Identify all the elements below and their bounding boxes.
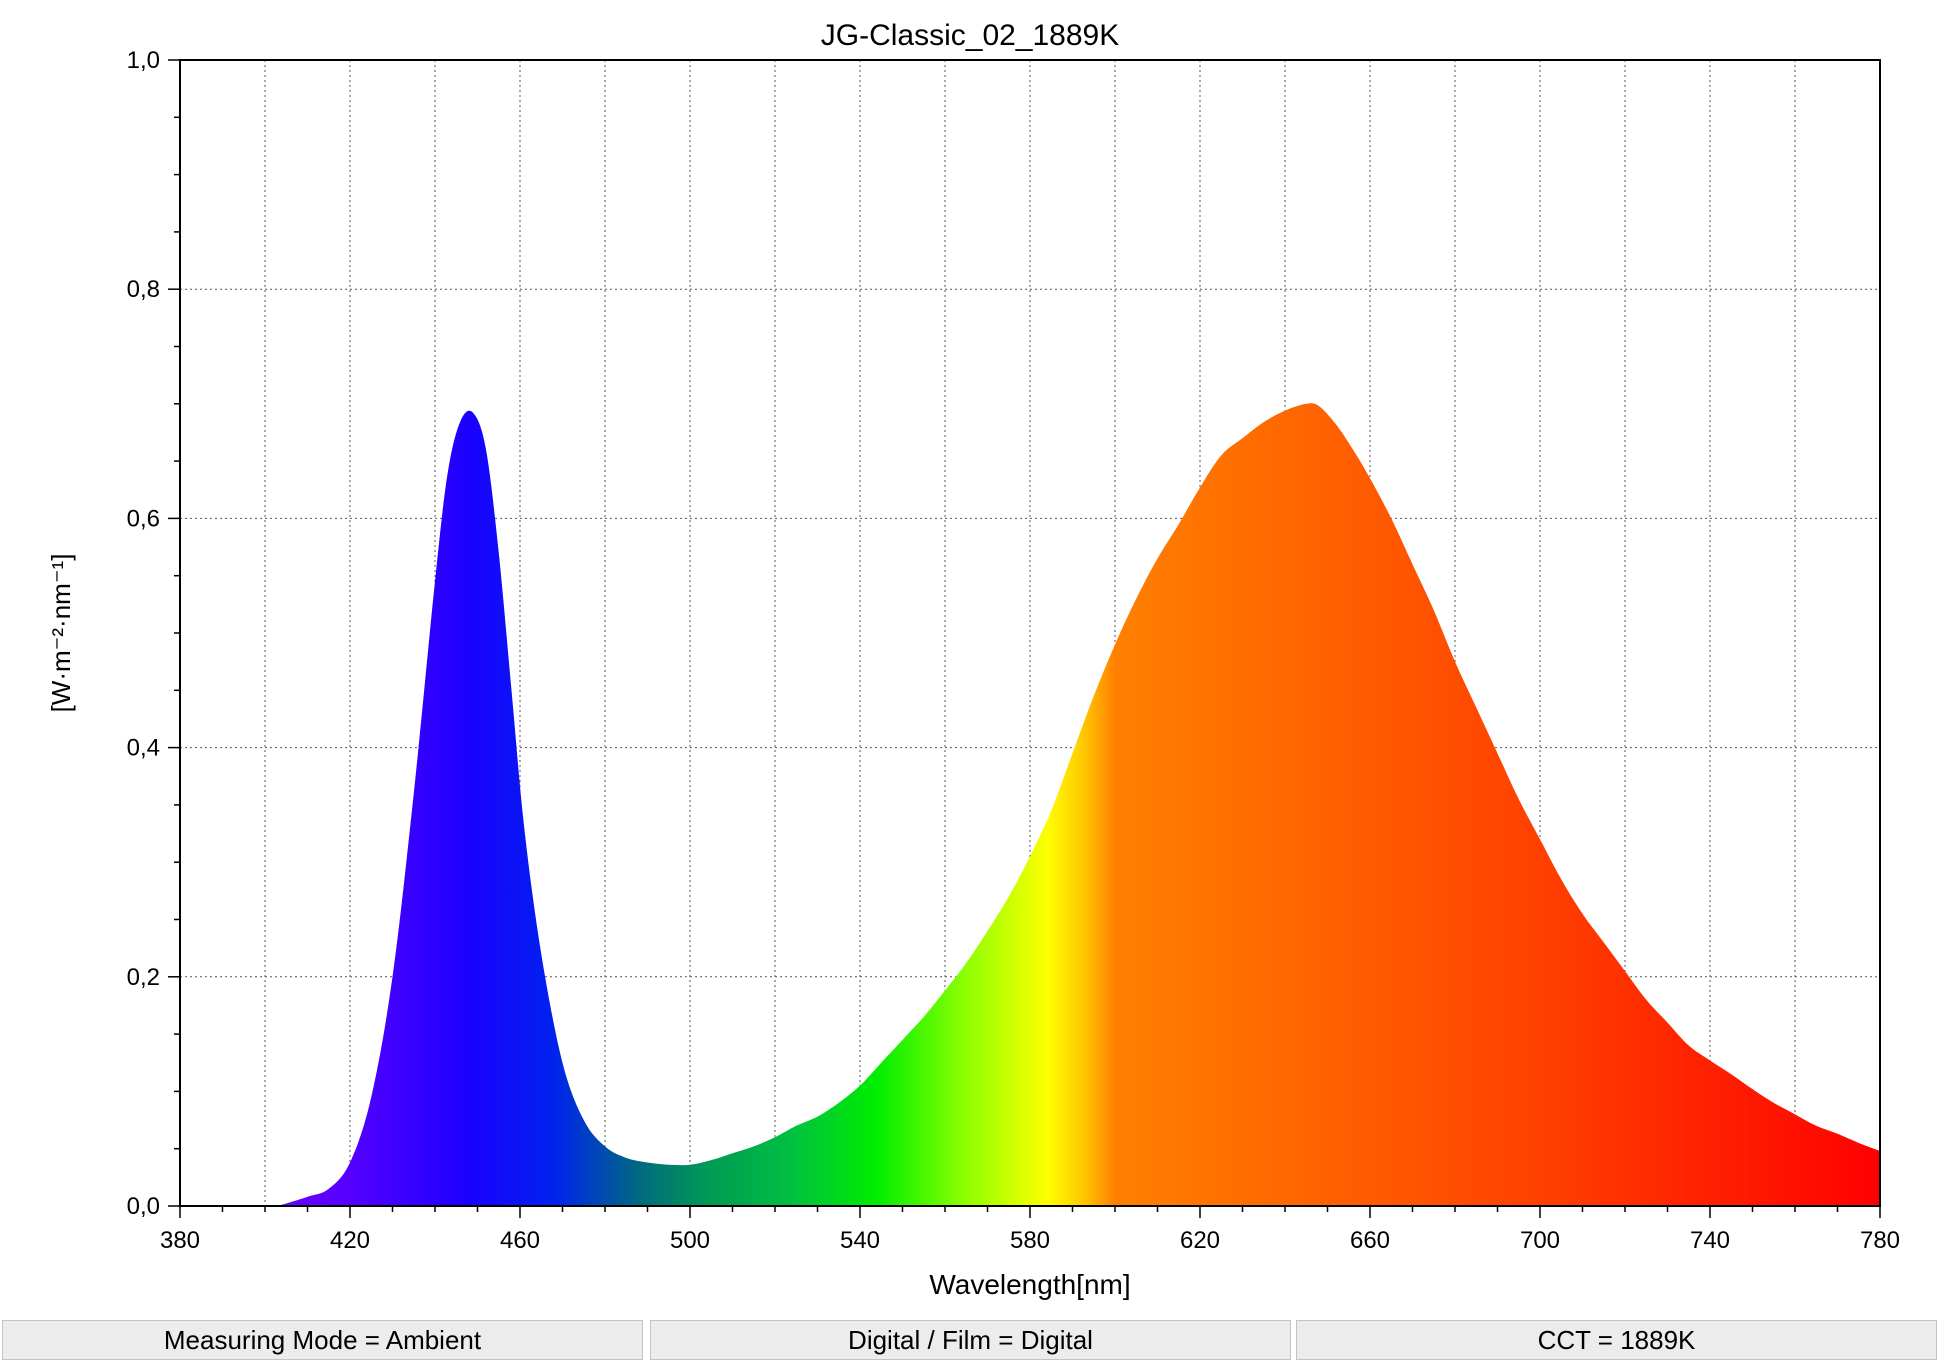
digital-film-status: Digital / Film = Digital (650, 1320, 1291, 1360)
x-tick-label: 660 (1350, 1227, 1390, 1254)
y-tick-label: 0,8 (127, 276, 160, 303)
spectrum-chart: 380 420 460 500 540 580 620 660 700 740 780 0,0 0,2… (46, 19, 1900, 1300)
status-bar: Measuring Mode = Ambient Digital / Film … (0, 1320, 1940, 1366)
x-tick-label: 580 (1010, 1227, 1050, 1254)
y-tick-label: 0,2 (127, 964, 160, 991)
x-axis-label: Wavelength[nm] (929, 1269, 1130, 1300)
x-tick-label: 420 (330, 1227, 370, 1254)
y-axis: 0,0 0,2 0,4 0,6 0,8 1,0 (127, 47, 180, 1220)
spectrum-area (277, 403, 1880, 1206)
y-tick-label: 0,0 (127, 1193, 160, 1220)
y-tick-label: 1,0 (127, 47, 160, 74)
y-axis-label: [W·m⁻²·nm⁻¹] (46, 554, 76, 713)
measuring-mode-status: Measuring Mode = Ambient (2, 1320, 643, 1360)
x-tick-label: 380 (160, 1227, 200, 1254)
x-tick-label: 740 (1690, 1227, 1730, 1254)
y-tick-label: 0,6 (127, 505, 160, 532)
x-tick-label: 540 (840, 1227, 880, 1254)
x-tick-label: 780 (1860, 1227, 1900, 1254)
cct-status: CCT = 1889K (1296, 1320, 1937, 1360)
x-axis: 380 420 460 500 540 580 620 660 700 740 780 (160, 1206, 1900, 1254)
x-tick-label: 700 (1520, 1227, 1560, 1254)
x-tick-label: 500 (670, 1227, 710, 1254)
y-tick-label: 0,4 (127, 735, 160, 762)
x-tick-label: 460 (500, 1227, 540, 1254)
chart-title: JG-Classic_02_1889K (821, 19, 1120, 52)
x-tick-label: 620 (1180, 1227, 1220, 1254)
